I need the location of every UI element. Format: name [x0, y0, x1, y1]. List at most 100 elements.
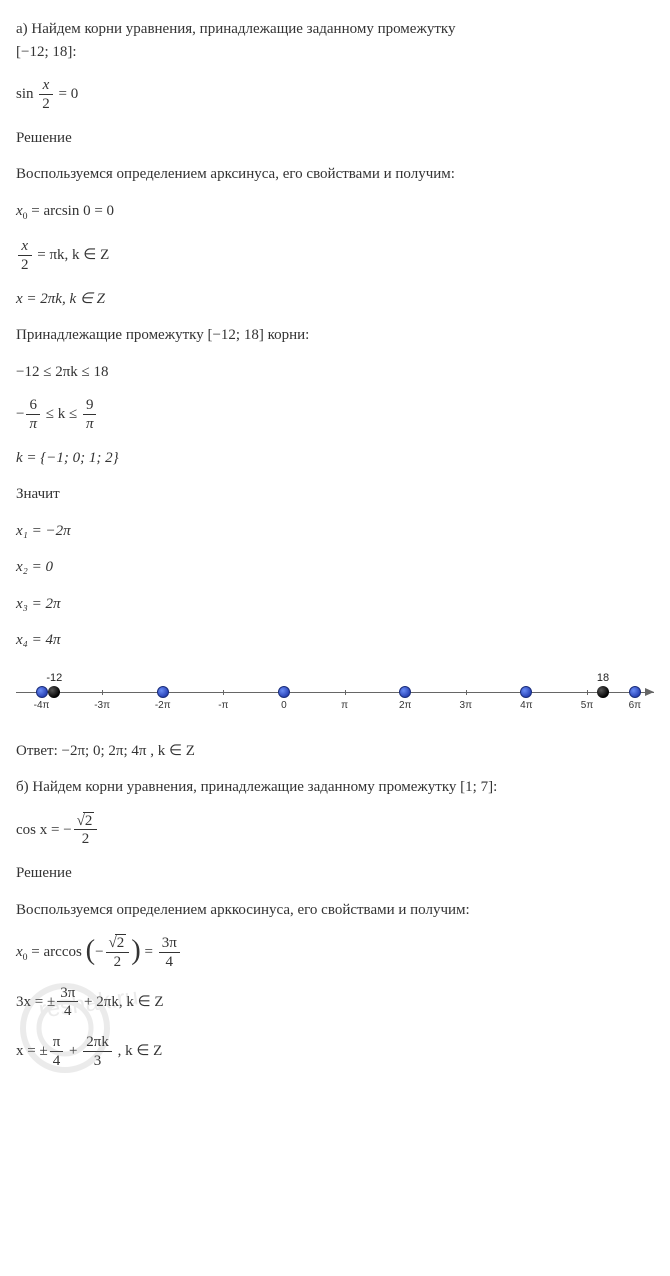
mid: ≤ k ≤: [42, 406, 81, 422]
num: 3π: [57, 985, 78, 1003]
answer-value: −2π; 0; 2π; 4π , k ∈ Z: [62, 743, 195, 759]
sqrt-icon: 2: [109, 935, 127, 952]
den: 2: [74, 830, 98, 848]
mid: +: [65, 1043, 81, 1059]
answer-a: Ответ: −2π; 0; 2π; 4π , k ∈ Z: [16, 740, 654, 763]
radicand: 2: [115, 934, 127, 951]
lhs: cos x = −: [16, 822, 72, 838]
solution-heading-b: Решение: [16, 862, 654, 885]
part-a-prompt: а) Найдем корни уравнения, принадлежащие…: [16, 18, 654, 63]
rhs: = πk, k ∈ Z: [34, 247, 110, 263]
solution-heading-a: Решение: [16, 127, 654, 150]
prompt-text: а) Найдем корни уравнения, принадлежащие…: [16, 21, 455, 37]
eq-rhs: = 0: [59, 86, 79, 102]
frac-inner: 2 2: [106, 935, 130, 971]
root-dot: [399, 686, 411, 698]
paren-r: ): [131, 935, 141, 966]
endpoint-label: -12: [46, 670, 62, 687]
root-dot: [36, 686, 48, 698]
num: x: [39, 77, 53, 95]
tick-label: 6π: [629, 698, 641, 713]
den: 4: [50, 1052, 64, 1070]
num: 2: [74, 813, 98, 831]
ineq1: −12 ≤ 2πk ≤ 18: [16, 361, 654, 384]
endpoint-dot: [597, 686, 609, 698]
tick: [466, 690, 467, 695]
b-line3: x = ± π 4 + 2πk 3 , k ∈ Z: [16, 1034, 654, 1070]
tick: [102, 690, 103, 695]
k-set: k = {−1; 0; 1; 2}: [16, 447, 654, 470]
den: π: [83, 415, 97, 433]
x1: x₁ = −2π: [16, 520, 654, 543]
tick-label: -4π: [34, 698, 50, 713]
num: 6: [26, 397, 40, 415]
tick-label: -π: [218, 698, 228, 713]
num: π: [50, 1034, 64, 1052]
den: 2: [18, 256, 32, 274]
num: x: [18, 238, 32, 256]
frac: 3π 4: [57, 985, 78, 1021]
arcsin-hint: Воспользуемся определением арксинуса, ег…: [16, 163, 654, 186]
tick: [223, 690, 224, 695]
eq-a: sin x 2 = 0: [16, 77, 654, 113]
number-line: -4π-3π-2π-π0π2π3π4π5π6π-1218: [16, 668, 654, 718]
step3: x = 2πk, k ∈ Z: [16, 288, 654, 311]
mid: = arccos: [28, 944, 86, 960]
frac-6-pi: 6 π: [26, 397, 40, 433]
x0-eq: = arcsin 0 = 0: [28, 203, 114, 219]
frac-res: 3π 4: [159, 935, 180, 971]
frac-x-over-2: x 2: [39, 77, 53, 113]
tick-label: 0: [281, 698, 287, 713]
lhs: x = ±: [16, 1043, 48, 1059]
znach: Значит: [16, 483, 654, 506]
den: π: [26, 415, 40, 433]
ineq2: − 6 π ≤ k ≤ 9 π: [16, 397, 654, 433]
radicand: 2: [83, 812, 95, 829]
den: 2: [39, 95, 53, 113]
root-dot: [278, 686, 290, 698]
frac-sqrt2-2: 2 2: [74, 813, 98, 849]
sqrt-icon: 2: [77, 813, 95, 830]
root-dot: [629, 686, 641, 698]
den: 4: [57, 1002, 78, 1020]
tick: [345, 690, 346, 695]
lhs: 3x = ±: [16, 994, 55, 1010]
endpoint-dot: [48, 686, 60, 698]
endpoint-label: 18: [597, 670, 609, 687]
tail: , k ∈ Z: [114, 1043, 162, 1059]
num: 2: [106, 935, 130, 953]
prompt-interval: [−12; 18]:: [16, 44, 77, 60]
x0-var: x: [16, 203, 23, 219]
tick-label: -3π: [94, 698, 110, 713]
root-dot: [157, 686, 169, 698]
num: 2πk: [83, 1034, 112, 1052]
arrow-icon: [645, 688, 654, 696]
tick: [587, 690, 588, 695]
answer-label: Ответ:: [16, 743, 62, 759]
b-x0: x0 = arccos (− 2 2 ) = 3π 4: [16, 935, 654, 971]
paren-l: (: [86, 935, 96, 966]
den: 2: [106, 953, 130, 971]
x2: x₂ = 0: [16, 556, 654, 579]
x-var: x: [16, 944, 23, 960]
eq-b: cos x = − 2 2: [16, 813, 654, 849]
frac-9-pi: 9 π: [83, 397, 97, 433]
frac-x-2: x 2: [18, 238, 32, 274]
num: 9: [83, 397, 97, 415]
b-line2: 3x = ± 3π 4 + 2πk, k ∈ Z: [16, 985, 654, 1021]
x3: x₃ = 2π: [16, 593, 654, 616]
root-dot: [520, 686, 532, 698]
frac2: 2πk 3: [83, 1034, 112, 1070]
x0-line: x0 = arcsin 0 = 0: [16, 200, 654, 225]
step2: x 2 = πk, k ∈ Z: [16, 238, 654, 274]
tick-label: -2π: [155, 698, 171, 713]
sin-label: sin: [16, 86, 34, 102]
den: 3: [83, 1052, 112, 1070]
interval-roots-intro: Принадлежащие промежутку [−12; 18] корни…: [16, 324, 654, 347]
part-b-prompt: б) Найдем корни уравнения, принадлежащие…: [16, 776, 654, 799]
tick-label: 4π: [520, 698, 532, 713]
arccos-hint: Воспользуемся определением арккосинуса, …: [16, 899, 654, 922]
tick-label: 3π: [460, 698, 472, 713]
tail: + 2πk, k ∈ Z: [80, 994, 163, 1010]
x4: x₄ = 4π: [16, 629, 654, 652]
